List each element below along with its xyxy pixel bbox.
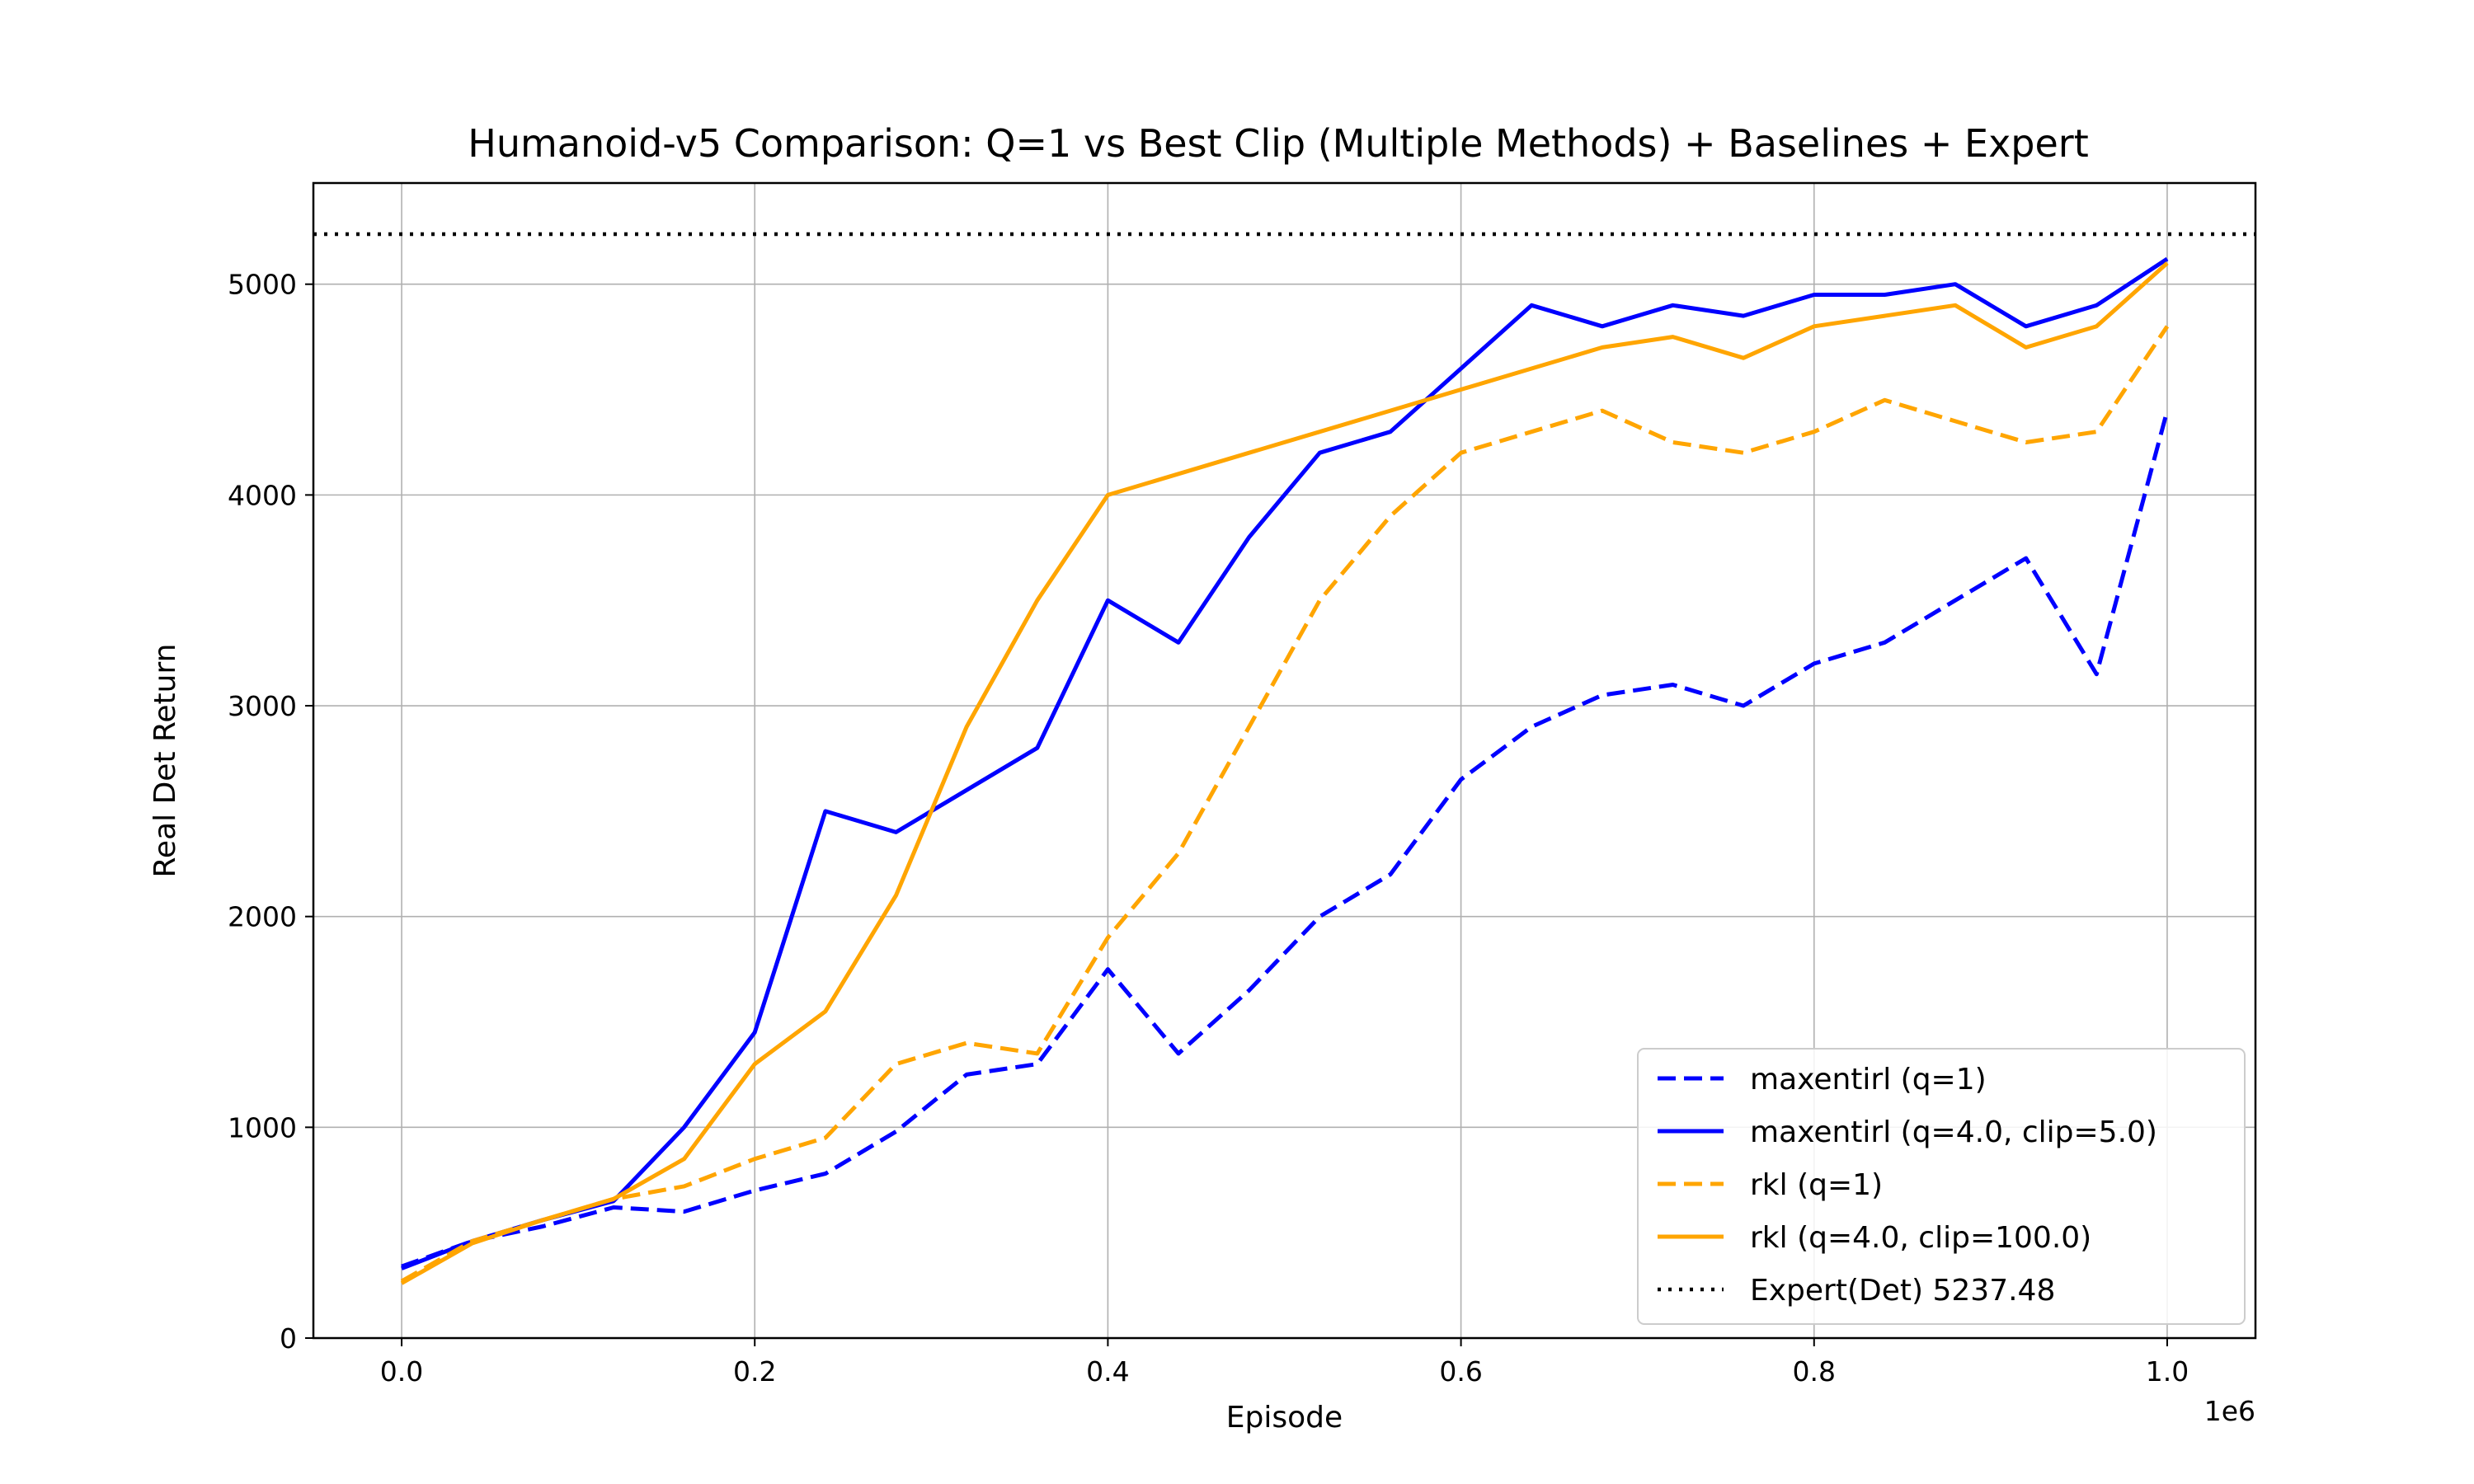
y-tick-label: 2000 — [228, 901, 297, 933]
x-axis-label: Episode — [1226, 1401, 1343, 1435]
x-tick-label: 0.2 — [733, 1355, 776, 1388]
y-tick-label: 5000 — [228, 269, 297, 301]
y-tick-label: 3000 — [228, 690, 297, 722]
y-axis-label: Real Det Return — [148, 644, 182, 878]
y-tick-label: 1000 — [228, 1111, 297, 1144]
chart-title: Humanoid-v5 Comparison: Q=1 vs Best Clip… — [468, 121, 2089, 166]
legend-entry-label: Expert(Det) 5237.48 — [1750, 1274, 2055, 1308]
series-line-maxentirl-q-1 — [401, 410, 2170, 1269]
legend-entry-label: rkl (q=4.0, clip=100.0) — [1750, 1221, 2091, 1255]
series-line-maxentirl-q-4-0-clip-5-0 — [401, 256, 2169, 1270]
legend-entry-label: maxentirl (q=4.0, clip=5.0) — [1750, 1115, 2157, 1149]
legend-entry-label: rkl (q=1) — [1750, 1168, 1883, 1202]
plot-area — [313, 232, 2255, 1285]
series-lines — [313, 232, 2255, 1285]
x-axis-offset-label: 1e6 — [2204, 1395, 2255, 1427]
x-tick-label: 0.6 — [1439, 1355, 1482, 1388]
series-line-rkl-q-4-0-clip-100-0 — [400, 261, 2169, 1285]
legend-box — [1637, 1048, 2246, 1325]
axes-frame — [312, 181, 2257, 1340]
x-tick-label: 0.0 — [380, 1355, 423, 1388]
ticks: 0.0 0.2 0.4 0.6 0.8 1.0 0 1000 2000 3000 4000 5000 — [228, 269, 2189, 1388]
x-tick-label: 1.0 — [2146, 1355, 2189, 1388]
y-tick-label: 0 — [280, 1322, 297, 1355]
y-tick-label: 4000 — [228, 479, 297, 511]
legend-entry-label: maxentirl (q=1) — [1750, 1063, 1987, 1097]
x-tick-label: 0.4 — [1086, 1355, 1129, 1388]
x-tick-label: 0.8 — [1793, 1355, 1836, 1388]
legend: maxentirl (q=1) maxentirl (q=4.0, clip=5.… — [1637, 1048, 2246, 1325]
